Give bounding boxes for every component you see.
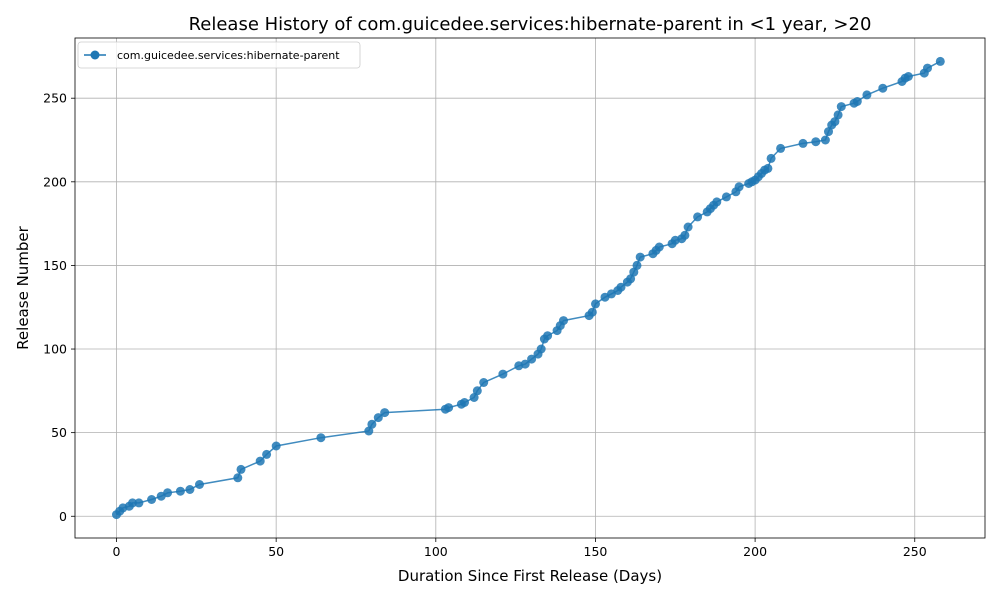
data-point <box>903 72 913 81</box>
data-point <box>255 456 265 466</box>
data-point <box>175 486 185 496</box>
data-point <box>134 498 144 508</box>
data-point <box>559 316 568 326</box>
data-point <box>766 153 776 163</box>
data-point <box>373 413 383 423</box>
data-point <box>444 403 454 413</box>
chart-title: Release History of com.guicedee.services… <box>189 14 872 35</box>
data-point <box>635 252 645 262</box>
data-point <box>721 192 731 202</box>
data-point <box>380 408 390 418</box>
data-point <box>629 267 639 277</box>
data-point <box>836 102 846 112</box>
y-tick-label: 200 <box>43 174 67 189</box>
plot-frame <box>74 37 986 539</box>
x-tick-label: 150 <box>584 544 608 559</box>
data-point <box>852 97 862 106</box>
x-tick-label: 50 <box>268 544 284 559</box>
data-point <box>591 299 600 309</box>
data-point <box>163 488 173 498</box>
data-point <box>233 473 243 483</box>
data-point <box>543 331 553 341</box>
data-point <box>195 480 204 489</box>
series-line <box>115 60 941 516</box>
data-point <box>472 386 482 396</box>
data-point <box>923 63 932 73</box>
x-tick-label: 100 <box>424 544 448 559</box>
data-point <box>364 426 374 436</box>
legend-marker-swatch <box>90 50 100 60</box>
data-point <box>367 419 377 429</box>
data-point <box>460 398 469 407</box>
data-point <box>693 212 703 222</box>
data-point <box>878 83 888 93</box>
axis-ticks: 0 50 100 150 200 250 0 50 100 150 200 250 <box>43 91 927 559</box>
data-point <box>811 137 821 147</box>
grid-lines <box>75 38 985 538</box>
data-point <box>520 359 530 369</box>
data-point <box>683 222 693 232</box>
data-point <box>271 441 281 451</box>
data-point <box>479 378 489 387</box>
data-point <box>616 282 626 292</box>
data-point <box>862 90 872 100</box>
y-tick-label: 250 <box>43 91 67 106</box>
series-layer <box>112 56 945 520</box>
data-point <box>654 242 664 252</box>
data-point <box>776 143 786 153</box>
data-point <box>626 274 636 284</box>
y-axis-label: Release Number <box>14 225 32 349</box>
data-point <box>935 56 945 66</box>
data-point <box>498 369 508 379</box>
y-tick-label: 50 <box>51 425 67 440</box>
legend: com.guicedee.services:hibernate-parent <box>77 41 361 69</box>
data-point <box>536 344 546 354</box>
data-point <box>527 354 537 364</box>
data-point <box>734 182 744 192</box>
data-point <box>147 495 157 504</box>
y-tick-label: 0 <box>59 509 67 524</box>
y-tick-label: 100 <box>43 342 67 357</box>
data-point <box>262 449 272 459</box>
data-point <box>763 163 773 173</box>
data-point <box>316 433 326 443</box>
legend-box <box>77 41 361 69</box>
x-axis-label: Duration Since First Release (Days) <box>398 567 662 585</box>
data-point <box>587 307 597 317</box>
data-point <box>820 135 830 145</box>
y-tick-label: 150 <box>43 258 67 273</box>
data-point <box>632 260 642 270</box>
x-tick-label: 0 <box>113 544 121 559</box>
data-point <box>680 230 690 240</box>
data-point <box>185 485 195 494</box>
data-point <box>236 464 246 474</box>
x-tick-label: 250 <box>903 544 927 559</box>
data-point <box>833 110 843 120</box>
data-point <box>128 498 137 508</box>
data-point <box>469 393 479 402</box>
x-tick-label: 200 <box>743 544 767 559</box>
data-point <box>712 197 722 207</box>
data-point <box>830 117 840 127</box>
legend-label: com.guicedee.services:hibernate-parent <box>117 49 340 62</box>
data-point <box>798 138 808 148</box>
